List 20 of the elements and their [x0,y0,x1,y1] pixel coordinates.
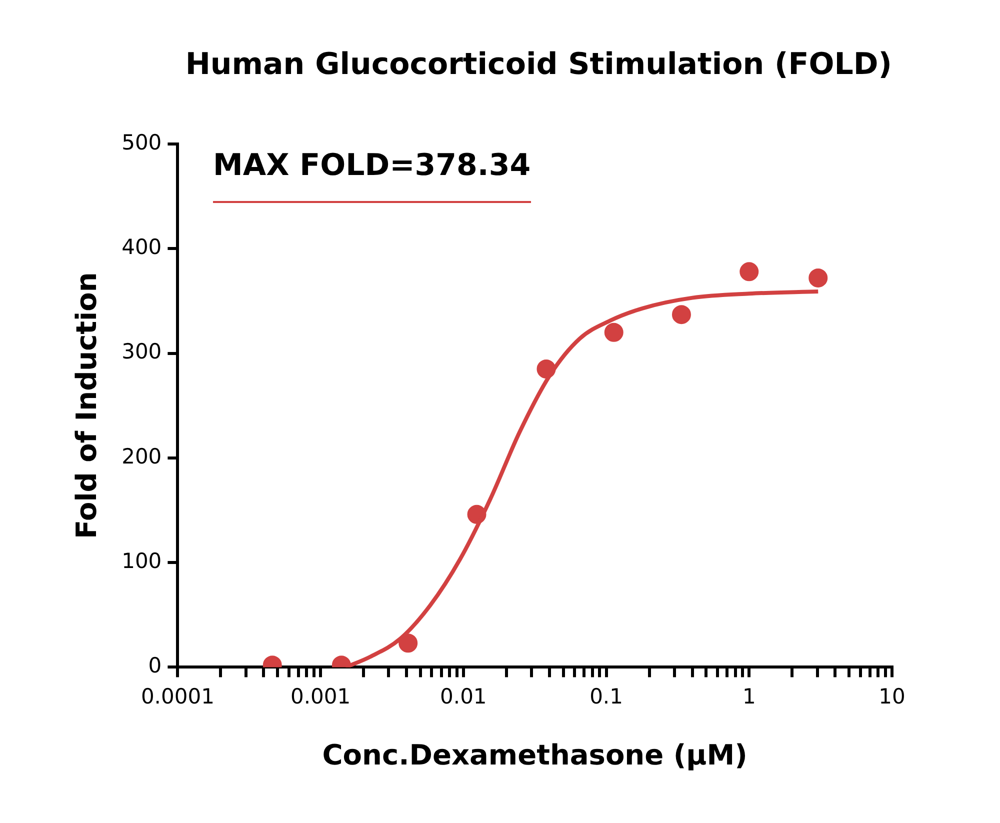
x-tick-label: 10 [878,684,906,708]
chart-title: Human Glucocorticoid Stimulation (FOLD) [185,46,892,82]
point [672,305,691,324]
y-tick-label: 400 [122,235,162,260]
x-tick-label: 0.01 [440,684,487,708]
text: MAX FOLD=378.34 [213,148,531,183]
y-tick-label: 100 [122,549,162,574]
y-tick-label: 300 [122,340,162,364]
x-tick-label: 1 [742,684,756,708]
point [808,268,828,288]
point [604,322,624,342]
x-axis-title: Conc.Dexamethasone (μM) [322,738,748,772]
y-axis-title: Fold of Induction [70,272,104,540]
x-tick-label: 0.1 [590,684,623,708]
y-tick-label: 200 [122,444,162,468]
point [740,262,759,282]
y-tick-label: 0 [148,654,162,678]
x-tick-label: 0.0001 [140,684,214,708]
y-tick-label: 500 [122,130,162,154]
x-tick-label: 0.001 [290,684,351,708]
